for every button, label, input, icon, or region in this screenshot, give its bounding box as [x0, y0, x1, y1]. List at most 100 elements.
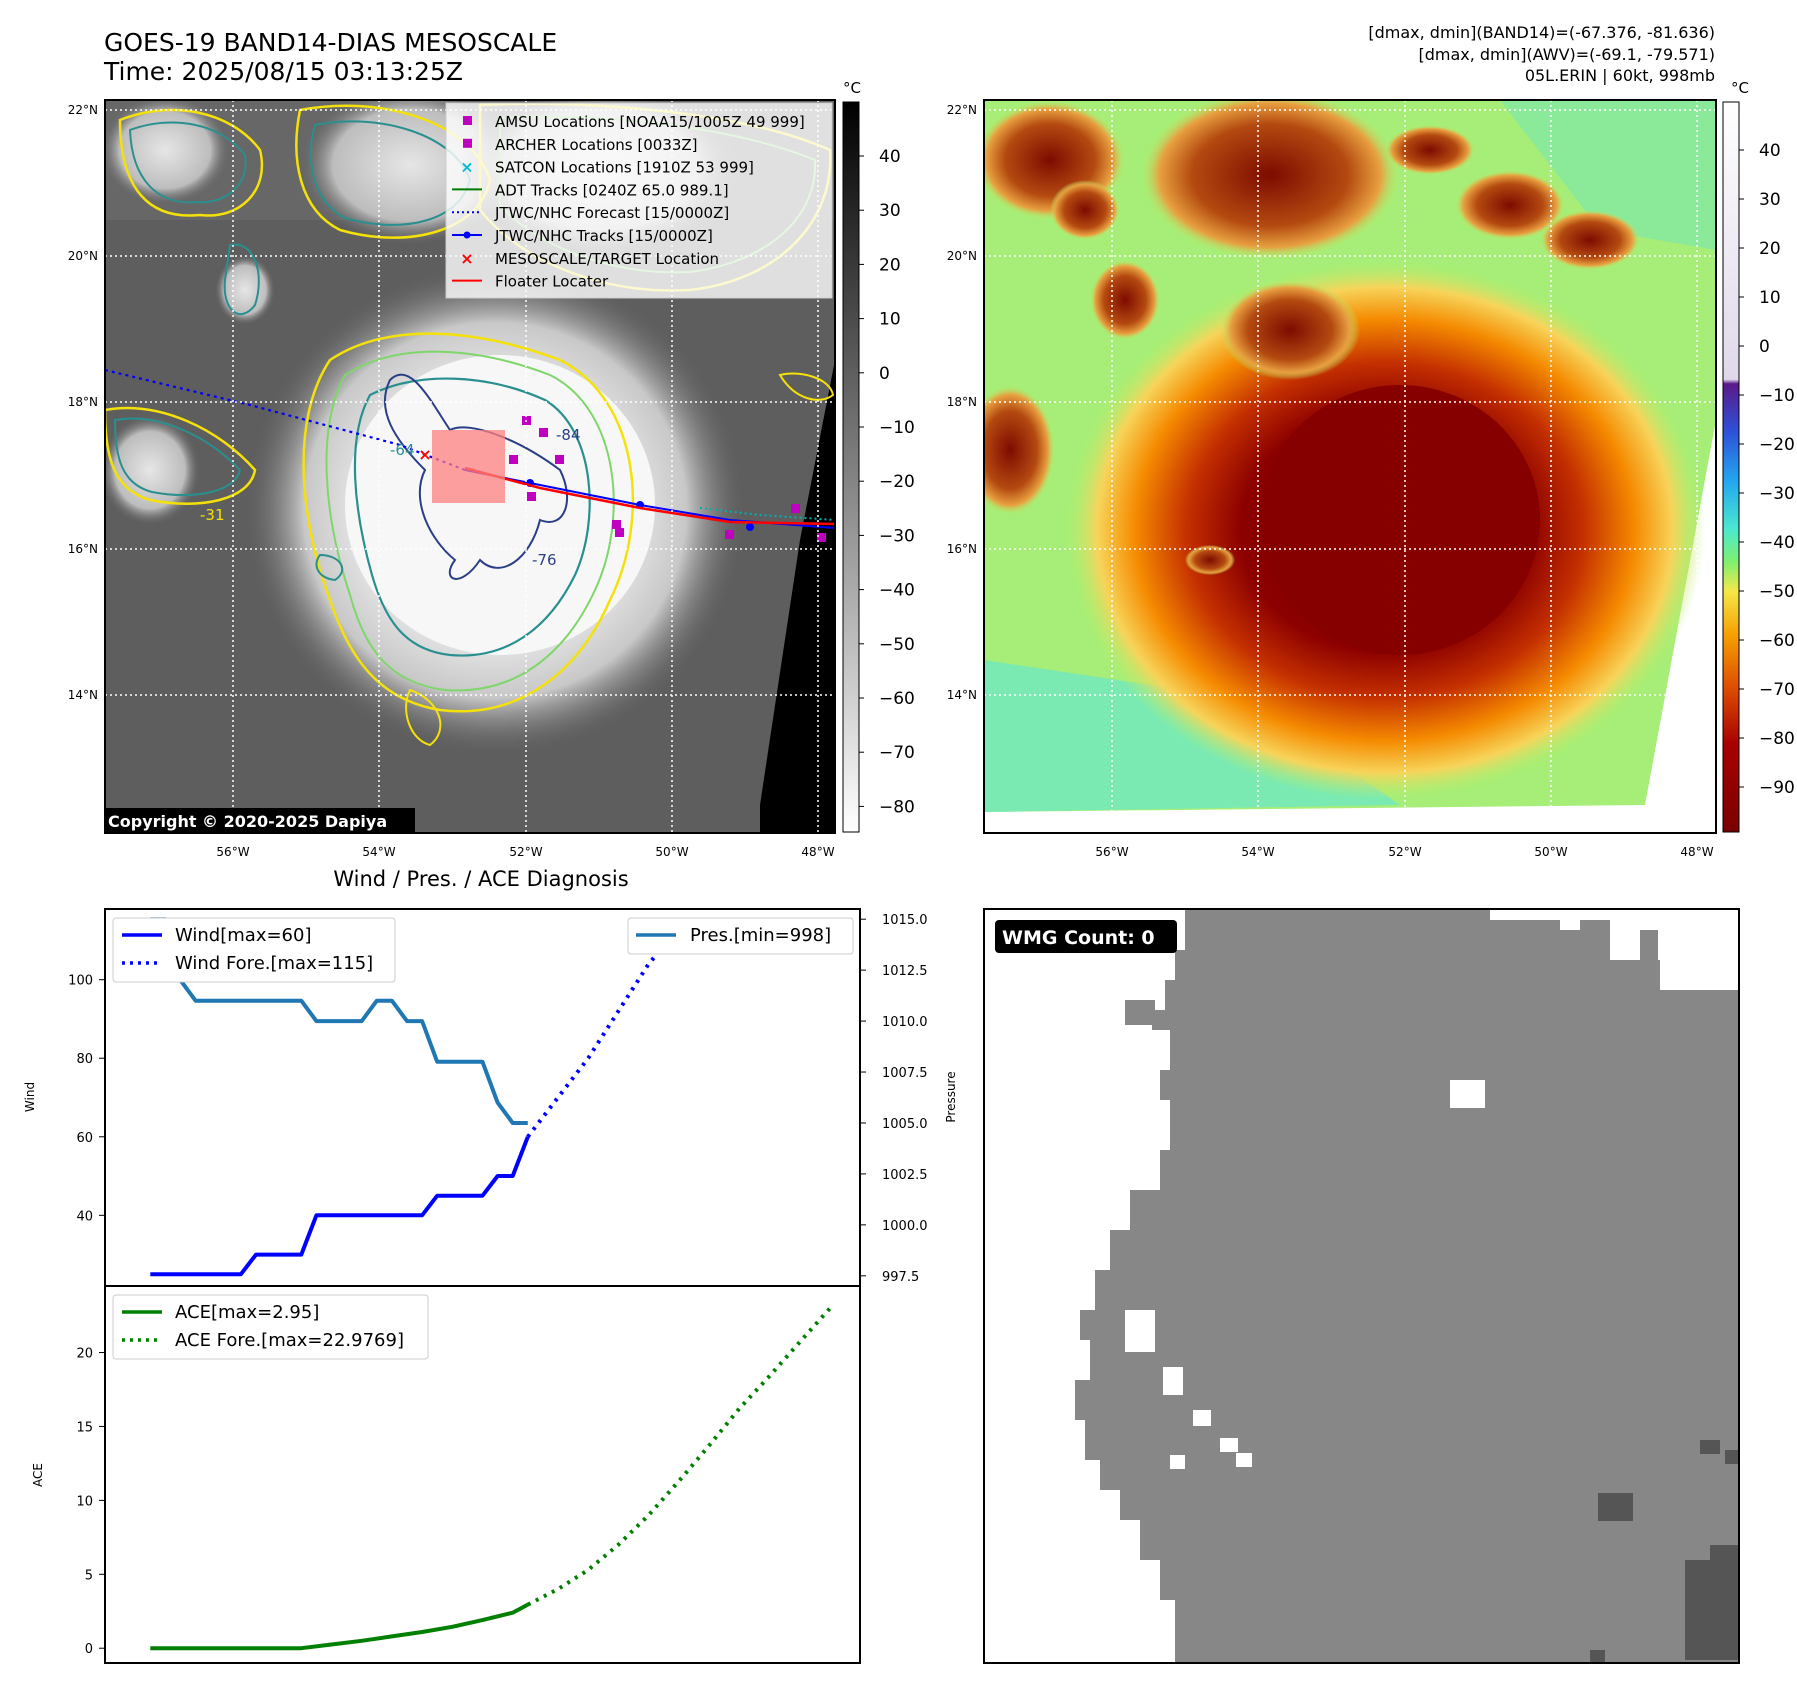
figure-time: Time: 2025/08/15 03:13:25Z: [103, 57, 463, 86]
stats-line-band14: [dmax, dmin](BAND14)=(-67.376, -81.636): [1368, 23, 1715, 42]
pressure-tick: 1010.0: [882, 1015, 928, 1030]
wmg-count-text: WMG Count: 0: [1002, 927, 1155, 949]
ir-lon-label: 48°W: [801, 845, 834, 859]
ace-series-line: [150, 1602, 529, 1651]
ir-legend-entry: AMSU Locations [NOAA15/1005Z 49 999]: [463, 113, 805, 131]
wind-tick: 100: [68, 974, 93, 989]
colorbar-tick: 40: [1759, 141, 1781, 161]
colorbar-tick: −90: [1759, 778, 1795, 798]
ir-legend-entry: JTWC/NHC Forecast [15/0000Z]: [452, 204, 729, 222]
colorbar-tick: 40: [879, 147, 901, 167]
colorbar-tick: −30: [879, 526, 915, 546]
ace-tick: 5: [85, 1568, 93, 1583]
colorbar-tick: −20: [879, 472, 915, 492]
wmg-dark-cells: [1590, 1440, 1739, 1663]
ir-lon-label: 54°W: [362, 845, 395, 859]
pressure-tick: 997.5: [882, 1270, 919, 1285]
awv-lat-label: 20°N: [947, 249, 977, 263]
colorbar-tick: −40: [1759, 533, 1795, 553]
ir-lat-label: 22°N: [68, 103, 98, 117]
ace-axis-label: ACE: [31, 1463, 45, 1487]
awv-lon-label: 50°W: [1534, 845, 1567, 859]
colorbar-tick: −10: [1759, 386, 1795, 406]
ir-legend-label: JTWC/NHC Tracks [15/0000Z]: [494, 227, 713, 245]
ir-lon-label: 52°W: [509, 845, 542, 859]
ace-tick: 0: [85, 1642, 93, 1657]
wmg-panel: WMG Count: 0: [983, 908, 1740, 1664]
ir-legend-entry: JTWC/NHC Tracks [15/0000Z]: [452, 227, 713, 245]
wind-series-line: [150, 1136, 530, 1277]
ir-target-marker: ×: [418, 445, 431, 464]
wmg-mask-region: [1075, 909, 1739, 1663]
ir-contour-label-76: -76: [532, 551, 557, 569]
wind-tick: 60: [76, 1131, 93, 1146]
colorbar-tick: 10: [879, 310, 901, 330]
colorbar-tick: 20: [1759, 239, 1781, 259]
ir-contour-label-64: -64: [390, 441, 415, 459]
ir-legend-entry: ARCHER Locations [0033Z]: [463, 136, 698, 154]
colorbar-tick: −60: [879, 689, 915, 709]
pressure-series-line: [150, 917, 528, 1125]
wmg-count-badge: [995, 920, 1177, 953]
pressure-legend-entry: Pres.[min=998]: [690, 925, 831, 946]
colorbar-tick: −80: [1759, 729, 1795, 749]
ace-legend: ACE[max=2.95] ACE Fore.[max=22.9769]: [112, 1294, 429, 1360]
pressure-tick: 1005.0: [882, 1117, 928, 1132]
ir-legend-label: ADT Tracks [0240Z 65.0 989.1]: [495, 181, 729, 199]
ir-adt-track: [699, 507, 835, 521]
awv-colorbar-unit: °C: [1731, 79, 1749, 97]
ir-lat-label: 18°N: [68, 395, 98, 409]
ir-floater-locater: [464, 466, 835, 526]
pressure-tick: 1007.5: [882, 1066, 928, 1081]
copyright-text: Copyright © 2020-2025 Dapiya: [108, 812, 387, 831]
colorbar-tick: 20: [879, 255, 901, 275]
ir-map-panel: × -31 -64 -76 -84: [68, 79, 915, 859]
ir-target-box: [432, 430, 505, 503]
colorbar-tick: 30: [879, 201, 901, 221]
ace-legend-entry-1: ACE Fore.[max=22.9769]: [175, 1330, 404, 1351]
ir-legend-label: MESOSCALE/TARGET Location: [495, 250, 719, 268]
wind-forecast-series-line: [526, 918, 831, 1139]
awv-gridlines: [984, 100, 1716, 833]
awv-lon-label: 56°W: [1095, 845, 1128, 859]
pressure-tick: 1012.5: [882, 964, 928, 979]
colorbar-tick: −70: [1759, 680, 1795, 700]
pressure-tick: 1000.0: [882, 1219, 928, 1234]
awv-lat-label: 22°N: [947, 103, 977, 117]
ace-tick: 15: [76, 1420, 93, 1435]
ir-legend-label: JTWC/NHC Forecast [15/0000Z]: [494, 204, 729, 222]
colorbar-tick: −40: [879, 581, 915, 601]
ir-jtwc-forecast-line: [105, 368, 466, 472]
ir-legend-label: Floater Locater: [495, 273, 609, 291]
ir-lon-label: 56°W: [216, 845, 249, 859]
colorbar-tick: −70: [879, 743, 915, 763]
awv-map-panel: 22°N 20°N 18°N 16°N 14°N 56°W 54°W 52°W 50°W 48°…: [947, 79, 1795, 859]
colorbar-tick: −80: [879, 797, 915, 817]
awv-lat-label: 14°N: [947, 688, 977, 702]
colorbar-tick: −10: [879, 418, 915, 438]
svg-text:×: ×: [460, 158, 473, 177]
colorbar-tick: −60: [1759, 631, 1795, 651]
pressure-axis-label: Pressure: [944, 1071, 958, 1122]
colorbar-tick: 30: [1759, 190, 1781, 210]
ir-colorbar-unit: °C: [843, 79, 861, 97]
ir-legend-label: AMSU Locations [NOAA15/1005Z 49 999]: [495, 113, 805, 131]
wind-legend: Wind[max=60] Wind Fore.[max=115]: [112, 917, 396, 983]
copyright-badge: [105, 808, 415, 833]
stats-line-awv: [dmax, dmin](AWV)=(-69.1, -79.571): [1418, 45, 1715, 64]
ir-contour-label-31: -31: [200, 506, 225, 524]
wind-legend-entry-1: Wind Fore.[max=115]: [175, 953, 373, 974]
ace-tick: 10: [76, 1494, 93, 1509]
awv-lon-label: 48°W: [1680, 845, 1713, 859]
ir-legend-label: ARCHER Locations [0033Z]: [495, 136, 698, 154]
wmg-frame: [983, 908, 1740, 1664]
awv-lat-label: 16°N: [947, 542, 977, 556]
awv-map-frame: [983, 99, 1717, 834]
awv-colorbar: [1722, 101, 1740, 833]
ir-legend-entry: Floater Locater: [452, 273, 609, 291]
figure-title: GOES-19 BAND14-DIAS MESOSCALE: [104, 28, 557, 57]
ir-lon-label: 50°W: [655, 845, 688, 859]
wind-axis-label: Wind: [23, 1082, 37, 1112]
ir-legend-entry: × SATCON Locations [1910Z 53 999]: [460, 158, 754, 177]
